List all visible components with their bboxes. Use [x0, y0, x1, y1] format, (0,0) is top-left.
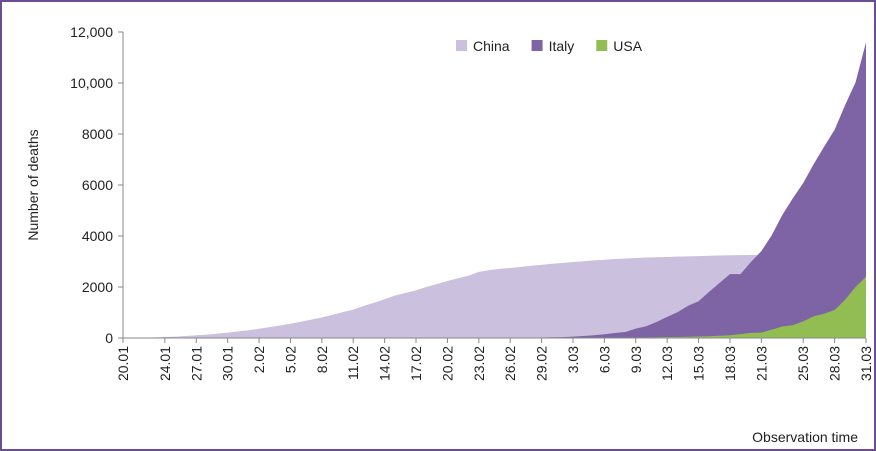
- legend-label: USA: [613, 38, 642, 54]
- legend-label: Italy: [549, 38, 575, 54]
- y-tick-label: 12,000: [70, 24, 113, 40]
- x-tick-label: 11.02: [345, 346, 361, 380]
- x-tick-label: 25.03: [795, 346, 811, 381]
- legend-label: China: [473, 38, 510, 54]
- x-tick-label: 8.02: [314, 346, 330, 373]
- x-tick-label: 15.03: [691, 346, 707, 381]
- x-tick-label: 30.01: [220, 346, 236, 381]
- y-tick-label: 6000: [82, 177, 113, 193]
- x-tick-label: 6.03: [596, 346, 612, 373]
- x-tick-label: 17.02: [408, 346, 424, 381]
- x-tick-label: 23.02: [471, 346, 487, 381]
- x-tick-label: 5.02: [282, 346, 298, 373]
- x-tick-label: 28.03: [827, 346, 843, 381]
- y-tick-label: 2000: [82, 279, 113, 295]
- x-tick-label: 20.01: [115, 346, 131, 381]
- y-tick-label: 0: [105, 330, 113, 346]
- x-tick-label: 20.02: [439, 346, 455, 381]
- y-tick-label: 10,000: [70, 75, 113, 91]
- x-tick-label: 26.02: [502, 346, 518, 381]
- x-tick-label: 14.02: [377, 346, 393, 381]
- legend-swatch: [456, 40, 467, 51]
- area: [123, 42, 866, 338]
- y-axis-label: Number of deaths: [25, 129, 41, 240]
- area: [123, 276, 866, 338]
- x-tick-label: 12.03: [659, 346, 675, 381]
- x-tick-label: 27.01: [188, 346, 204, 381]
- x-axis-label: Observation time: [752, 429, 858, 445]
- x-tick-label: 9.03: [628, 346, 644, 373]
- x-tick-label: 29.02: [534, 346, 550, 381]
- x-tick-label: 31.03: [858, 346, 874, 381]
- x-tick-label: 18.03: [722, 346, 738, 381]
- y-tick-label: 8000: [82, 126, 113, 142]
- x-tick-label: 24.01: [157, 346, 173, 381]
- x-tick-label: 21.03: [753, 346, 769, 381]
- y-tick-label: 4000: [82, 228, 113, 244]
- legend-swatch: [596, 40, 608, 51]
- x-tick-label: 2.02: [251, 346, 267, 373]
- x-tick-label: 3.03: [565, 346, 581, 373]
- legend-swatch: [531, 40, 543, 51]
